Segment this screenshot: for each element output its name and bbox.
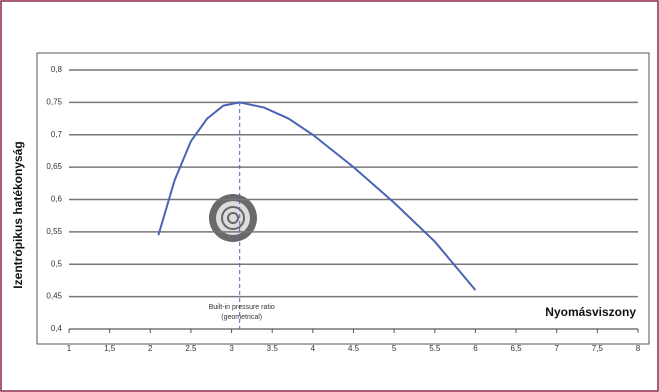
x-tick-label: 1,5 xyxy=(104,344,116,353)
x-tick-label: 4.5 xyxy=(348,344,360,353)
y-tick-label: 0,55 xyxy=(46,227,62,236)
x-tick-label: 6 xyxy=(473,344,478,353)
x-tick-label: 8 xyxy=(636,344,641,353)
compressor-icon xyxy=(209,194,257,242)
annotation: (geometrical) xyxy=(221,314,262,321)
y-tick-label: 0,5 xyxy=(51,259,63,268)
x-tick-label: 7 xyxy=(554,344,559,353)
x-tick-label: 4 xyxy=(311,344,316,353)
x-tick-label: 5.5 xyxy=(429,344,441,353)
x-axis-title: Nyomásviszony xyxy=(545,305,636,319)
x-tick-label: 1 xyxy=(67,344,72,353)
annotation: Built-in pressure ratio xyxy=(209,304,275,311)
x-tick-label: 3.5 xyxy=(267,344,279,353)
y-tick-label: 0,75 xyxy=(46,97,62,106)
x-tick-label: 7,5 xyxy=(592,344,604,353)
x-tick-label: 5 xyxy=(392,344,397,353)
y-tick-label: 0,45 xyxy=(46,292,62,301)
x-tick-label: 6,5 xyxy=(511,344,523,353)
x-tick-label: 3 xyxy=(229,344,234,353)
y-tick-label: 0,6 xyxy=(51,195,63,204)
y-tick-label: 0,4 xyxy=(51,324,63,333)
x-tick-label: 2.5 xyxy=(185,344,197,353)
y-tick-label: 0,65 xyxy=(46,162,62,171)
chart: Izentrópikus hatékonyság Nyomásviszony 0… xyxy=(0,0,659,392)
plot-box xyxy=(37,53,649,344)
y-tick-label: 0,8 xyxy=(51,65,63,74)
y-axis-title: Izentrópikus hatékonyság xyxy=(11,141,25,288)
y-tick-label: 0,7 xyxy=(51,130,63,139)
x-tick-label: 2 xyxy=(148,344,153,353)
